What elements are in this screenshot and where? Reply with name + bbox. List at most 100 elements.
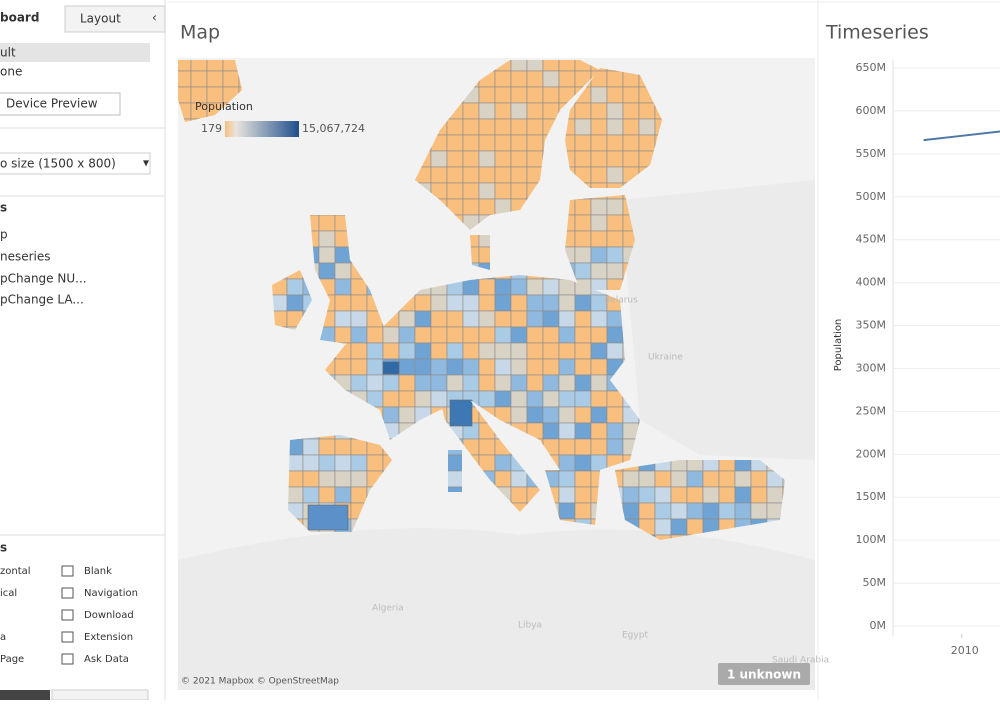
object[interactable]: zontal (0, 566, 31, 577)
region (366, 374, 384, 392)
object[interactable]: Extension (84, 632, 133, 643)
region (558, 422, 576, 440)
layout-tab-label[interactable]: Layout (80, 12, 121, 26)
region (574, 294, 592, 312)
size-dropdown[interactable] (0, 152, 151, 175)
region (542, 70, 560, 88)
region (430, 150, 448, 168)
size[interactable]: o size (1500 x 800) (0, 157, 116, 171)
region (574, 326, 592, 344)
sidebar-bg (0, 0, 165, 700)
object[interactable]: Page (0, 654, 24, 665)
object[interactable]: Blank (84, 566, 112, 577)
device[interactable]: one (0, 65, 22, 79)
region (702, 470, 720, 488)
place-label: Egypt (622, 631, 648, 641)
bottom-tab[interactable] (51, 689, 149, 701)
region (366, 454, 384, 472)
region (606, 102, 624, 120)
region (510, 150, 528, 168)
region (334, 294, 352, 312)
device-preview-button[interactable] (0, 92, 121, 116)
unknown[interactable]: 1 unknown (727, 668, 801, 682)
object[interactable]: Ask Data (84, 654, 129, 665)
place-label: Belarus (604, 296, 638, 306)
region (574, 134, 592, 152)
device[interactable]: ult (0, 46, 16, 60)
region (702, 502, 720, 520)
unknown-badge[interactable] (718, 663, 810, 685)
sheet[interactable]: p (0, 228, 8, 242)
region (398, 358, 416, 376)
sheet[interactable]: neseries (0, 250, 51, 264)
region (302, 486, 320, 504)
object[interactable]: ical (0, 588, 17, 599)
y-tick-label: 550M (856, 147, 887, 160)
layout-tab[interactable] (64, 5, 166, 33)
region (366, 342, 384, 360)
region (366, 326, 384, 344)
region (350, 358, 368, 376)
region (590, 262, 608, 280)
region (446, 166, 464, 184)
region (462, 166, 480, 184)
object[interactable]: Download (84, 610, 134, 621)
region (558, 438, 576, 456)
region (574, 70, 592, 88)
region (510, 102, 528, 120)
region (654, 470, 672, 488)
region (334, 470, 352, 488)
bottom-tab[interactable] (0, 690, 50, 700)
region (430, 358, 448, 376)
y-tick-label: 450M (856, 233, 887, 246)
region (462, 278, 480, 296)
region (510, 310, 528, 328)
region (526, 150, 544, 168)
region (350, 342, 368, 360)
region (366, 358, 384, 376)
dashboard-tab[interactable]: board (0, 11, 39, 25)
region (590, 198, 608, 216)
region (606, 214, 624, 232)
region (494, 70, 512, 88)
region (478, 390, 496, 408)
collapse[interactable]: ‹ (152, 11, 157, 25)
region (606, 166, 624, 184)
object[interactable]: Navigation (84, 588, 138, 599)
region (590, 214, 608, 232)
region (446, 118, 464, 136)
selected-row (0, 43, 150, 62)
object-icon (61, 565, 74, 577)
sheet[interactable]: pChange LA... (0, 293, 84, 307)
region (382, 390, 400, 408)
object[interactable]: a (0, 632, 6, 643)
region (414, 358, 432, 376)
region (350, 374, 368, 392)
chart-title: Timeseries (825, 22, 929, 44)
region (510, 118, 528, 136)
region (590, 118, 608, 136)
region (558, 358, 576, 376)
region (494, 102, 512, 120)
region (590, 102, 608, 120)
y-tick-label: 650M (856, 61, 887, 74)
region (574, 150, 592, 168)
region (654, 518, 672, 536)
device-preview[interactable]: Device Preview (6, 97, 98, 111)
region (478, 294, 496, 312)
region (558, 326, 576, 344)
region (574, 470, 592, 488)
sheet[interactable]: pChange NU... (0, 272, 87, 286)
place-label: Ukraine (648, 353, 683, 363)
region (446, 358, 464, 376)
region (574, 310, 592, 328)
region (398, 390, 416, 408)
attribution: © 2021 Mapbox © OpenStreetMap (181, 677, 339, 687)
region (478, 102, 496, 120)
region (542, 326, 560, 344)
region (606, 246, 624, 264)
region (558, 310, 576, 328)
region (590, 390, 608, 408)
region (734, 486, 752, 504)
region (398, 310, 416, 328)
